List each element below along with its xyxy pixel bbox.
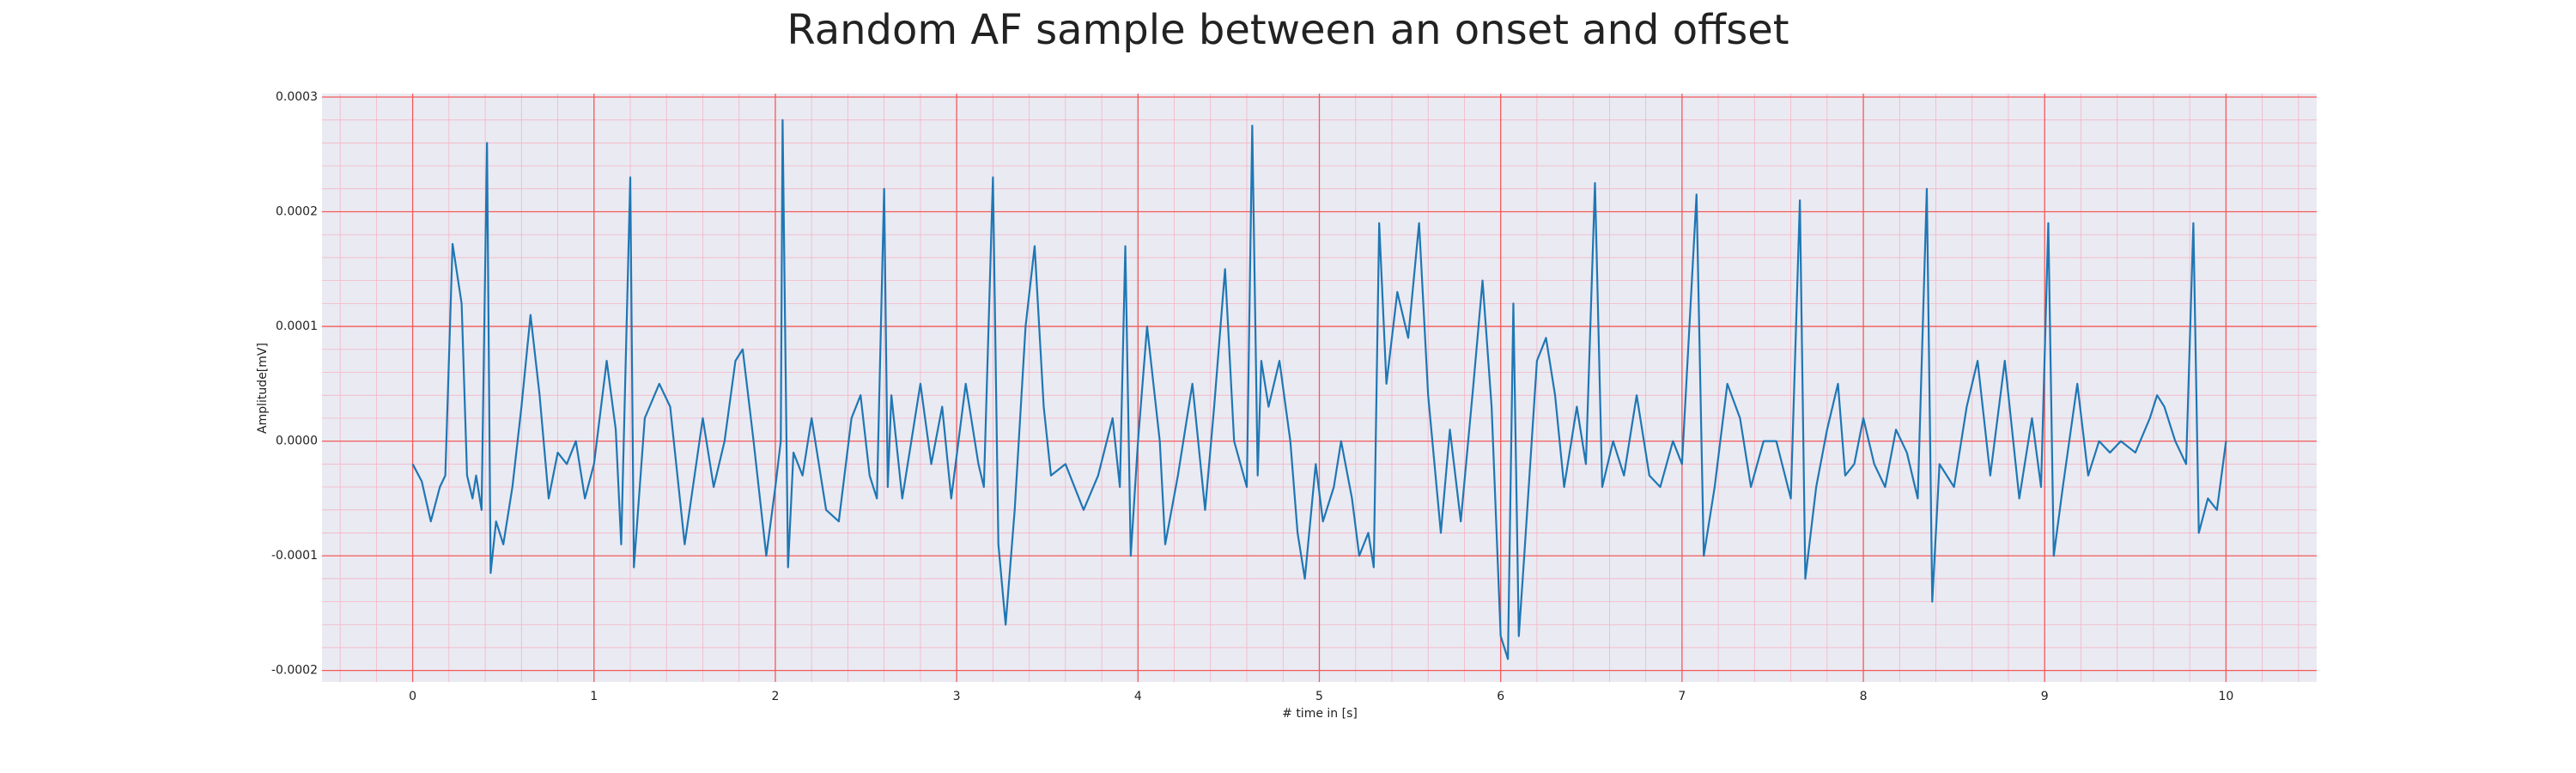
x-tick-label: 0	[409, 690, 416, 703]
y-tick-label: 0.0003	[276, 90, 318, 104]
y-tick-label: -0.0001	[271, 549, 318, 563]
x-axis-label: # time in [s]	[1282, 707, 1358, 721]
y-tick-label: 0.0002	[276, 205, 318, 219]
chart-title: Random AF sample between an onset and of…	[787, 6, 1789, 54]
x-tick-label: 6	[1497, 690, 1504, 703]
x-tick-label: 9	[2041, 690, 2049, 703]
y-tick-label: 0.0000	[276, 435, 318, 448]
x-tick-label: 3	[953, 690, 961, 703]
x-tick-label: 4	[1134, 690, 1142, 703]
x-tick-label: 2	[771, 690, 779, 703]
x-tick-label: 5	[1315, 690, 1323, 703]
y-axis-label: Amplitude[mV]	[256, 343, 270, 434]
data-line	[411, 119, 2227, 660]
x-tick-label: 1	[590, 690, 598, 703]
y-tick-label: -0.0002	[271, 664, 318, 678]
y-tick-label: 0.0001	[276, 320, 318, 333]
x-tick-label: 8	[1860, 690, 1868, 703]
x-tick-label: 7	[1678, 690, 1686, 703]
x-tick-label: 10	[2218, 690, 2233, 703]
